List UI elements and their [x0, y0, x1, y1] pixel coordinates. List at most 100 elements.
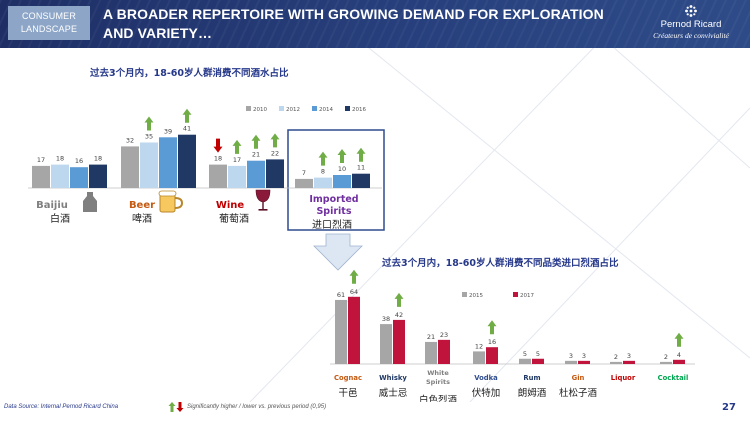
chart1-category-label-cn: 白酒: [50, 212, 70, 225]
chart1-data-label: 21: [252, 151, 260, 159]
chart2-data-label: 21: [427, 333, 435, 341]
chart1-data-label: 16: [75, 157, 83, 165]
chart2-bar: [425, 341, 437, 364]
beer-mug-body: [159, 193, 176, 213]
baijiu-bottle-shape: [83, 192, 97, 212]
chart2-bar: [393, 319, 405, 364]
chart1-data-label: 18: [56, 155, 64, 163]
chart1-bar: [89, 164, 107, 188]
chart1-bar: [140, 142, 158, 188]
arrow-up-icon: [337, 149, 347, 163]
chart1-data-label: 18: [214, 155, 222, 163]
beer-mug-foam: [158, 190, 177, 197]
chart1-category-label-cn: 进口烈酒: [312, 219, 352, 231]
chart1-data-label: 32: [126, 136, 134, 144]
background-decor-lines: [249, 48, 750, 402]
chart2-data-label: 3: [582, 352, 586, 360]
section-tag-line2: LANDSCAPE: [20, 24, 78, 34]
chart2-category-label-cn: 干邑: [338, 388, 357, 399]
chart2-data-label: 23: [440, 331, 448, 339]
section-tag-line1: CONSUMER: [21, 11, 77, 21]
section-tag: CONSUMER LANDSCAPE: [8, 6, 90, 40]
chart2-bar: [610, 361, 622, 364]
chart2-bar: [532, 358, 544, 364]
chart1-bar: [51, 164, 69, 188]
chart1-legend-label-2014: 2014: [319, 107, 333, 113]
arrow-up-icon: [251, 134, 261, 149]
chart1-data-label: 18: [94, 155, 102, 163]
transition-arrow-icon: [313, 233, 363, 271]
chart1-category-label-cn: 葡萄酒: [219, 212, 249, 225]
chart2-category-label: Rum: [523, 374, 540, 382]
chart1-bar: [70, 167, 88, 188]
chart2-data-label: 2: [614, 353, 618, 361]
chart2-data-label: 61: [337, 291, 345, 299]
arrow-up-icon: [349, 269, 359, 284]
wine-glass-bowl: [255, 189, 271, 203]
chart2-category-label: White: [427, 369, 449, 377]
chart1-data-label: 8: [321, 168, 325, 176]
chart1-data-label: 41: [183, 125, 191, 133]
chart1-legend-label-2010: 2010: [253, 107, 267, 113]
chart2-bar: [473, 351, 485, 364]
chart2-legend-swatch-2015: [462, 292, 467, 297]
chart2-data-label: 3: [627, 352, 631, 360]
wine-glass-foot: [258, 209, 268, 211]
chart1-title: 过去3个月内，18-60岁人群消费不同酒水占比: [90, 67, 289, 79]
chart2-bar: [673, 359, 685, 364]
chart2-category-label: Gin: [572, 374, 585, 382]
wine-glass-stem: [262, 202, 264, 209]
chart1-bar: [159, 137, 177, 188]
chart1-category-label: Beer: [129, 200, 155, 211]
chart1-bar: [32, 165, 50, 188]
chart2-category-label-cn: 伏特加: [472, 387, 501, 399]
chart2-data-label: 12: [475, 342, 483, 350]
chart1-bar: [314, 177, 332, 188]
chart1-data-label: 17: [233, 156, 241, 164]
chart2-category-label: Whisky: [379, 374, 407, 382]
arrow-up-icon: [144, 116, 154, 131]
chart2-bar: [380, 324, 392, 364]
arrow-up-icon: [487, 320, 497, 335]
chart1-category-label: Spirits: [316, 206, 351, 217]
logo-tagline: Créateurs de convivialité: [653, 31, 729, 40]
chart2-legend-label-2015: 2015: [469, 293, 483, 299]
slide-header: CONSUMER LANDSCAPE A BROADER REPERTOIRE …: [0, 0, 750, 48]
significance-arrows-icon: [168, 402, 184, 412]
arrow-up-icon: [674, 332, 684, 347]
arrow-up-icon: [270, 133, 280, 148]
beer-mug-handle: [174, 197, 184, 209]
chart2-category-label: Vodka: [474, 374, 498, 382]
arrow-up-icon: [232, 139, 242, 154]
chart2-data-label: 5: [523, 350, 527, 358]
chart2-data-label: 4: [677, 351, 681, 359]
chart1-data-label: 22: [271, 149, 279, 157]
wine-glass-icon: [255, 189, 271, 211]
chart2-title: 过去3个月内，18-60岁人群消费不同品类进口烈酒占比: [382, 257, 619, 269]
chart2-category-label-cn: 白色烈酒: [419, 394, 458, 402]
chart1-bar: [352, 173, 370, 188]
chart2-data-label: 5: [536, 350, 540, 358]
page-number: 27: [722, 402, 736, 413]
chart2-category-label: Spirits: [426, 378, 450, 386]
chart1-data-label: 17: [37, 156, 45, 164]
chart2-category-label: Cognac: [334, 374, 362, 382]
chart1-legend-swatch-2016: [345, 106, 350, 111]
chart2-data-label: 2: [664, 353, 668, 361]
chart2-legend-label-2017: 2017: [520, 293, 534, 299]
baijiu-bottle-icon: [83, 192, 97, 212]
chart1-legend-swatch-2014: [312, 106, 317, 111]
chart2-legend-swatch-2017: [513, 292, 518, 297]
chart1-data-label: 39: [164, 127, 172, 135]
chart2-category-label-cn: 朗姆酒: [518, 387, 547, 399]
chart1-bar: [121, 146, 139, 188]
arrow-down-icon: [213, 138, 223, 153]
chart1-category-label: Baijiu: [36, 200, 68, 211]
logo-brand-text: Pernod Ricard: [660, 19, 722, 30]
chart2-category-label: Liquor: [611, 374, 636, 382]
beer-mug-icon: [158, 190, 184, 213]
chart1-legend-swatch-2012: [279, 106, 284, 111]
chart2-bar: [486, 347, 498, 364]
chart1-bar: [178, 134, 196, 188]
chart2-bar: [519, 358, 531, 364]
